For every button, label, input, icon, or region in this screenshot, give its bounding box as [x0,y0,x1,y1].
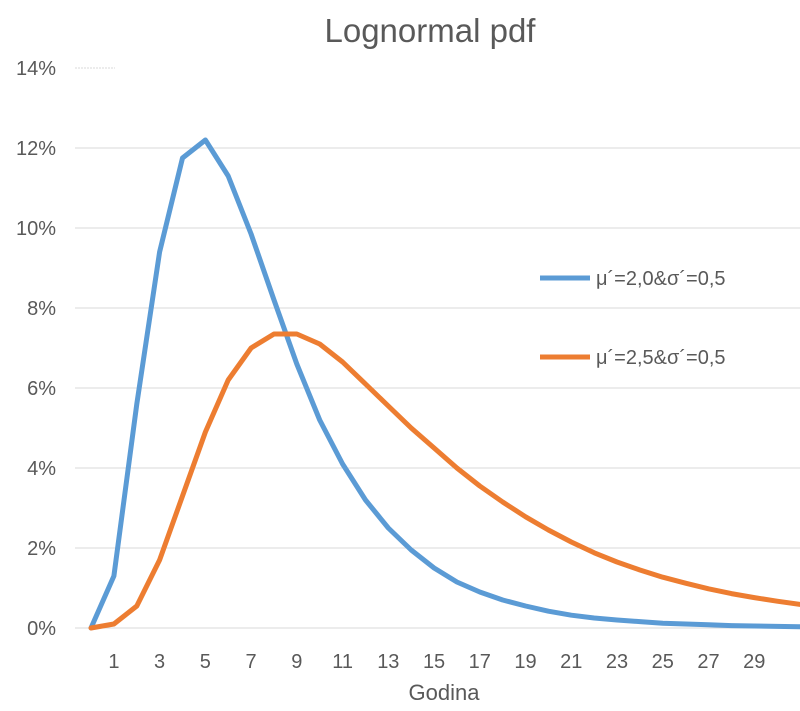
series-line-1 [88,137,800,631]
y-tick-label: 10% [16,218,56,240]
y-tick-label: 0% [27,618,56,640]
x-tick-label: 27 [697,651,719,673]
x-axis-tick-labels: 1 3 5 7 9 11 13 15 17 19 21 23 25 27 29 [108,651,765,673]
x-tick-label: 21 [560,651,582,673]
x-tick-label: 17 [469,651,491,673]
x-tick-label: 1 [108,651,119,673]
x-tick-label: 19 [514,651,536,673]
y-tick-label: 14% [16,58,56,80]
x-tick-label: 7 [246,651,257,673]
x-axis-label: Godina [409,680,481,705]
x-tick-label: 25 [652,651,674,673]
x-tick-label: 15 [423,651,445,673]
legend-label-2: μ´=2,5&σ´=0,5 [596,347,726,369]
series-line-2 [88,331,800,631]
x-tick-label: 3 [154,651,165,673]
y-tick-label: 8% [27,298,56,320]
y-tick-label: 6% [27,378,56,400]
y-tick-label: 2% [27,538,56,560]
y-axis-tick-labels: 0% 2% 4% 6% 8% 10% 12% 14% [16,58,56,640]
x-tick-label: 13 [377,651,399,673]
y-tick-label: 4% [27,458,56,480]
x-tick-label: 29 [743,651,765,673]
legend-label-1: μ´=2,0&σ´=0,5 [596,268,726,290]
y-tick-label: 12% [16,138,56,160]
x-tick-label: 11 [332,651,353,673]
series-lines [88,137,800,631]
legend: μ´=2,0&σ´=0,5 μ´=2,5&σ´=0,5 [540,268,726,369]
chart-title: Lognormal pdf [325,12,537,49]
x-tick-label: 23 [606,651,628,673]
x-tick-label: 9 [291,651,302,673]
x-tick-label: 5 [200,651,211,673]
